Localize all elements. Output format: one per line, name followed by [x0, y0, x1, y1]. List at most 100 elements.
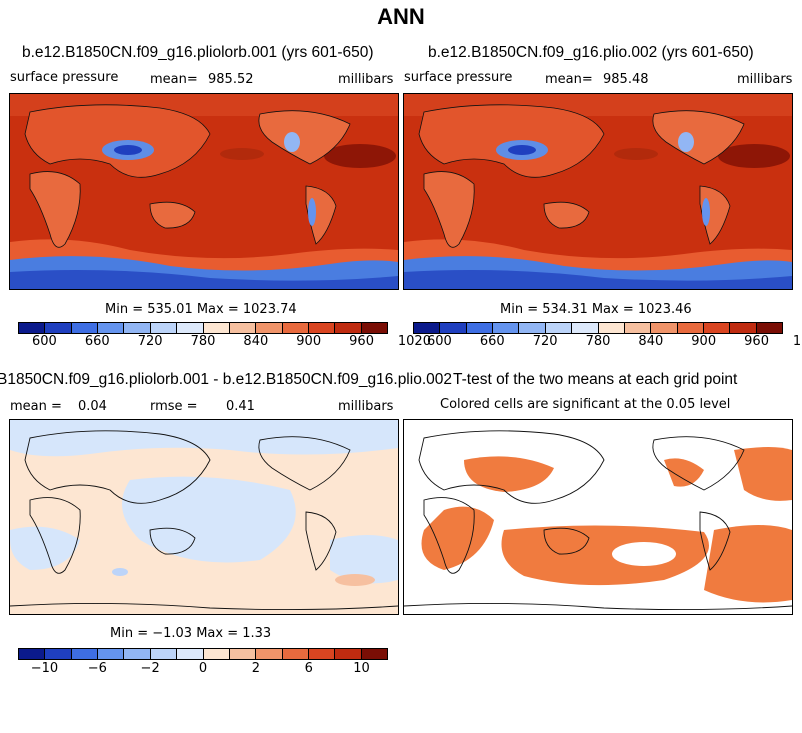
colorbar-swatch: [45, 323, 72, 333]
colorbar-swatch: [124, 649, 151, 659]
colorbar-swatch: [335, 323, 362, 333]
panel1-title: b.e12.B1850CN.f09_g16.pliolorb.001 (yrs …: [22, 44, 374, 61]
colorbar-swatch: [45, 649, 72, 659]
colorbar-swatch: [414, 323, 441, 333]
colorbar-swatch: [256, 649, 283, 659]
colorbar-swatch: [308, 323, 336, 333]
colorbar-swatch: [624, 323, 652, 333]
tibet-core: [114, 145, 142, 155]
panel3-title-clip: b.e12.B1850CN.f09_g16.pliolorb.001 - b.e…: [0, 371, 452, 391]
panel1-map-svg: [10, 94, 398, 289]
colorbar-swatch: [756, 323, 783, 333]
colorbar-tick-label: −10: [30, 661, 59, 676]
colorbar-swatch: [651, 323, 678, 333]
panel1-stats: Min = 535.01 Max = 1023.74: [105, 302, 297, 317]
diff-atlantic-negative: [330, 535, 398, 584]
panel2-colorbar-ticks: 600 660 720 780 840 900 960 1020: [413, 334, 802, 350]
colorbar-swatch: [71, 649, 99, 659]
panel4-map-svg: [404, 420, 792, 614]
colorbar-swatch: [361, 649, 388, 659]
colorbar-swatch: [282, 323, 309, 333]
panel1-mean-label: mean=: [150, 72, 198, 87]
colorbar-swatch: [71, 323, 99, 333]
coastlines: [404, 430, 792, 611]
colorbar-tick-label: 1020: [792, 334, 802, 349]
colorbar-swatch: [203, 323, 230, 333]
panel4-map: [403, 419, 793, 615]
antarctica-interior: [404, 270, 792, 289]
panel3-map: [9, 419, 399, 615]
panel2-colorbar: [413, 322, 783, 334]
colorbar-swatch: [19, 323, 46, 333]
panel4-title: T-test of the two means at each grid poi…: [453, 371, 738, 388]
panel3-rmse-label: rmse =: [150, 399, 198, 414]
colorbar-swatch: [229, 649, 257, 659]
colorbar-tick-label: 840: [638, 334, 664, 349]
panel2-map-svg: [404, 94, 792, 289]
colorbar-tick-label: −6: [87, 661, 107, 676]
colorbar-swatch: [466, 323, 494, 333]
colorbar-tick-label: −2: [140, 661, 160, 676]
colorbar-swatch: [150, 323, 178, 333]
colorbar-swatch: [98, 323, 125, 333]
antarctica-interior: [10, 270, 398, 289]
colorbar-tick-label: 600: [427, 334, 452, 349]
panel2-mean-value: 985.48: [603, 72, 649, 87]
panel2-title: b.e12.B1850CN.f09_g16.plio.002 (yrs 601-…: [428, 44, 754, 61]
colorbar-tick-label: 900: [296, 334, 322, 349]
colorbar-tick-label: 6: [304, 661, 313, 676]
panel3-colorbar: [18, 648, 388, 660]
panel3-map-svg: [10, 420, 398, 614]
colorbar-tick-label: 10: [353, 661, 370, 676]
panel2-stats: Min = 534.31 Max = 1023.46: [500, 302, 692, 317]
colorbar-swatch: [519, 323, 546, 333]
subtropical-high: [324, 144, 396, 168]
colorbar-swatch: [98, 649, 125, 659]
colorbar-tick-label: 660: [84, 334, 110, 349]
north-america: [258, 110, 351, 165]
panel2-mean-label: mean=: [545, 72, 593, 87]
panel4-subtitle: Colored cells are significant at the 0.0…: [440, 397, 731, 412]
australia: [149, 201, 196, 229]
colorbar-tick-label: 960: [349, 334, 374, 349]
panel3-mean-value: 0.04: [78, 399, 107, 414]
colorbar-tick-label: 840: [243, 334, 269, 349]
pacific-high: [220, 148, 264, 160]
colorbar-tick-label: 720: [532, 334, 558, 349]
colorbar-swatch: [256, 323, 283, 333]
colorbar-tick-label: 780: [585, 334, 611, 349]
colorbar-swatch: [19, 649, 46, 659]
colorbar-swatch: [124, 323, 151, 333]
colorbar-swatch: [730, 323, 757, 333]
panel1-units: millibars: [338, 72, 394, 87]
australia: [543, 201, 590, 229]
colorbar-tick-label: 900: [691, 334, 717, 349]
diff-indian-negative: [10, 526, 80, 570]
non-significant-gap: [612, 542, 676, 566]
andes-low: [308, 198, 316, 226]
panel3-stats: Min = −1.03 Max = 1.33: [110, 626, 272, 641]
rockies-low: [678, 132, 694, 152]
colorbar-swatch: [493, 323, 520, 333]
colorbar-swatch: [203, 649, 230, 659]
colorbar-swatch: [572, 323, 599, 333]
panel2-variable: surface pressure: [404, 70, 513, 85]
colorbar-tick-label: 780: [190, 334, 216, 349]
colorbar-swatch: [335, 649, 362, 659]
colorbar-tick-label: 960: [744, 334, 769, 349]
panel1-map: [9, 93, 399, 290]
tibet-core: [508, 145, 536, 155]
panel3-colorbar-ticks: −10 −6 −2 0 2 6 10: [18, 661, 388, 677]
panel3-rmse-value: 0.41: [226, 399, 255, 414]
colorbar-swatch: [440, 323, 467, 333]
panel3-units: millibars: [338, 399, 394, 414]
pacific-high: [614, 148, 658, 160]
panel1-mean-value: 985.52: [208, 72, 254, 87]
colorbar-tick-label: 660: [479, 334, 505, 349]
colorbar-tick-label: 0: [198, 661, 208, 676]
colorbar-swatch: [703, 323, 731, 333]
colorbar-tick-label: 600: [32, 334, 57, 349]
colorbar-swatch: [177, 323, 204, 333]
colorbar-tick-label: 2: [251, 661, 260, 676]
figure-title: ANN: [377, 4, 425, 29]
